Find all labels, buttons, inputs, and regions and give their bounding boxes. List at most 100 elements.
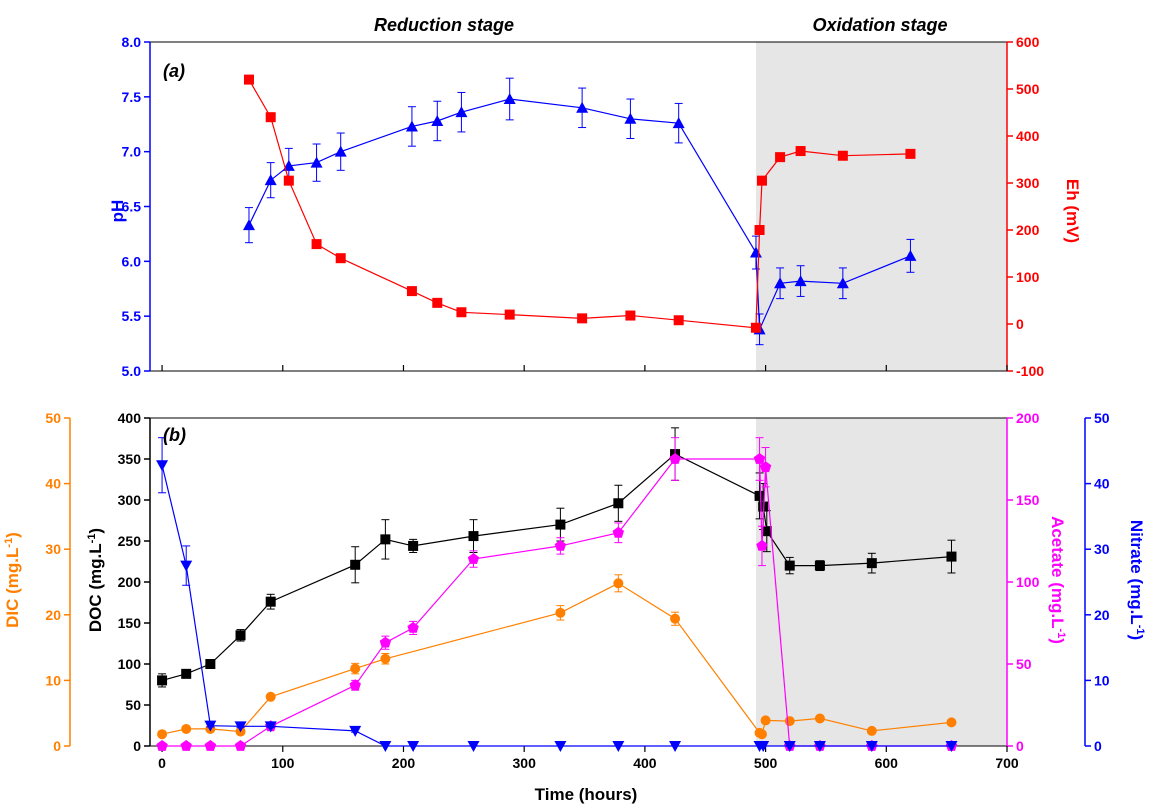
nitrate-point [379,741,392,752]
x-axis-tick-label: 200 [392,755,416,771]
eh-point [756,175,767,186]
nitrate-point [669,741,682,752]
doc-point [613,498,624,509]
ph-line [248,98,911,330]
ph-point [774,277,787,289]
doc-axis-tick-label: 350 [118,451,142,467]
acetate-point [180,740,192,751]
ph-axis-tick-label: 7.5 [122,89,142,105]
dic-axis-tick-label: 0 [53,738,61,754]
ph-axis-label: pH [108,200,127,223]
eh-axis-tick-label: 200 [1016,222,1040,238]
x-axis-tick-label: 600 [875,755,899,771]
ph-point [455,106,468,118]
doc-axis-tick-label: 250 [118,533,142,549]
acetate-point [349,679,361,691]
nitrate-point [757,741,770,752]
acetate-axis-tick-label: 100 [1016,574,1040,590]
dic-point [784,716,795,727]
eh-axis-tick-label: 400 [1016,128,1040,144]
dic-point [555,607,566,618]
dic-axis-tick-label: 10 [45,672,61,688]
eh-point [265,112,276,123]
nitrate-line [161,465,952,747]
doc-point [205,659,216,669]
dic-axis-label: DIC (mg.L-1) [3,532,22,628]
doc-axis-tick-label: 50 [125,697,141,713]
dic-axis-tick-label: 40 [45,476,61,492]
oxidation-stage-shading-layer [755,42,1007,746]
acetate-axis-tick-label: 200 [1016,410,1040,426]
x-axis-tick-label: 100 [271,755,295,771]
dic-point [613,578,624,589]
nitrate-point [407,741,420,752]
doc-axis-tick-label: 150 [118,615,142,631]
oxidation-stage-label: Oxidation stage [812,15,947,35]
acetate-point [759,461,772,473]
doc-point [754,490,765,501]
ph-axis-tick-label: 5.0 [122,363,142,379]
dic-point [670,613,681,624]
axes-layer: 5.05.56.06.57.07.58.0-100010020030040050… [45,34,1109,771]
dic-axis-tick-label: 50 [45,410,61,426]
acetate-point [204,740,217,751]
eh-point [905,148,916,159]
dic-point [814,713,825,724]
acetate-point [753,453,766,464]
eh-axis-tick-label: 500 [1016,81,1040,97]
nitrate-point [467,741,480,752]
ph-point [672,117,685,129]
ph-point [576,101,589,113]
doc-point [946,551,957,562]
eh-point [625,310,636,321]
nitrate-axis-label: Nitrate (mg.L-1) [1127,520,1146,640]
doc-point [468,531,479,542]
time-axis-label: Time (hours) [535,785,638,804]
ph-point [242,219,255,231]
doc-axis-tick-label: 400 [118,410,142,426]
doc-axis-tick-label: 200 [118,574,142,590]
eh-point [750,322,761,333]
acetate-axis-tick-label: 150 [1016,492,1040,508]
ph-point [431,114,444,126]
dic-axis-tick-label: 20 [45,607,61,623]
dic-axis-tick-label: 30 [45,541,61,557]
x-axis-tick-label: 0 [158,755,166,771]
eh-axis-tick-label: 100 [1016,269,1040,285]
doc-point [157,675,168,686]
dic-point [946,717,957,728]
doc-point [265,596,276,607]
oxidation-shading-panel-b [755,418,1007,746]
ph-axis-tick-label: 7.0 [122,144,142,160]
acetate-axis-tick-label: 50 [1016,656,1032,672]
ph-point [624,112,637,124]
panel-b-label: (b) [163,425,186,445]
eh-point [837,150,848,161]
nitrate-point [156,460,169,472]
acetate-axis-tick-label: 0 [1016,738,1024,754]
eh-point [283,175,294,186]
eh-point [673,315,684,326]
doc-point [761,526,772,537]
acetate-point [756,539,768,551]
ph-point [310,156,323,168]
acetate-point [669,453,681,464]
nitrate-axis-tick-label: 40 [1094,476,1110,492]
doc-point [784,560,795,571]
nitrate-point [945,741,958,752]
x-axis-tick-label: 400 [633,755,657,771]
doc-point [555,519,566,530]
nitrate-point [554,741,567,752]
reduction-stage-label: Reduction stage [374,15,514,35]
nitrate-axis-tick-label: 30 [1094,541,1110,557]
doc-point [866,558,877,569]
doc-point [380,534,391,545]
nitrate-axis-tick-label: 50 [1094,410,1110,426]
nitrate-point [783,741,796,752]
eh-axis-tick-label: -100 [1016,363,1044,379]
dic-point [265,691,276,702]
eh-point [432,297,443,308]
nitrate-point [204,720,217,732]
nitrate-axis-tick-label: 20 [1094,607,1110,623]
doc-point [408,540,419,551]
